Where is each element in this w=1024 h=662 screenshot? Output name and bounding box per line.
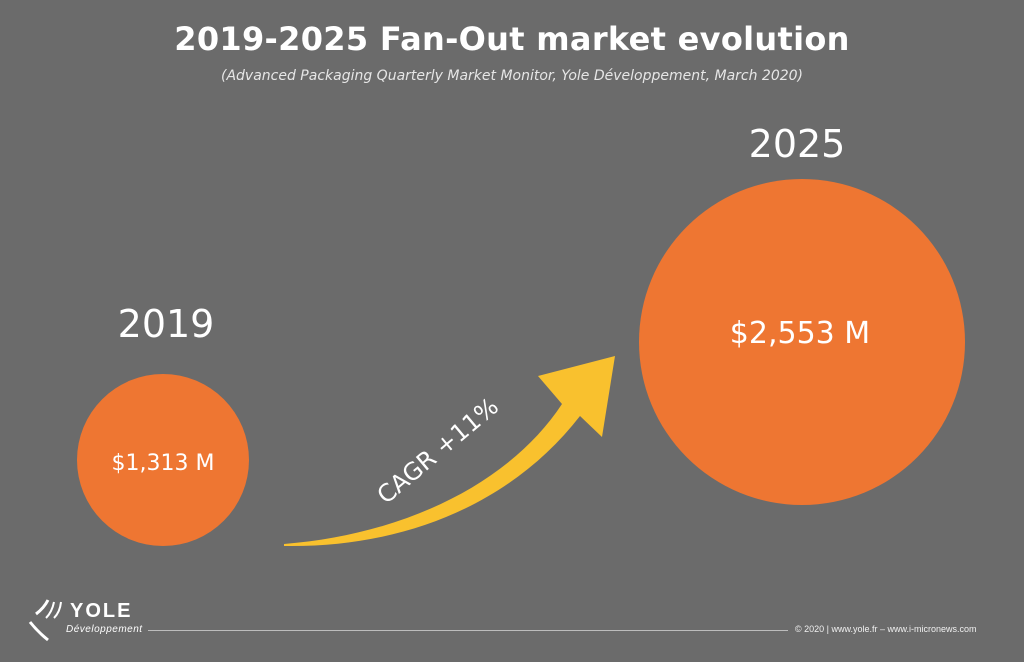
footer-copyright: © 2020 | www.yole.fr – www.i-micronews.c… (795, 624, 977, 634)
footer-divider (148, 630, 788, 631)
brand-name: YOLE (70, 600, 133, 622)
chart-subtitle: (Advanced Packaging Quarterly Market Mon… (220, 68, 804, 84)
yole-logo-icon (28, 599, 62, 642)
value-label-2019: $1,313 M (112, 451, 215, 476)
year-label-2025: 2025 (749, 122, 846, 166)
value-label-2025: $2,553 M (730, 316, 870, 351)
bubble-2025 (639, 179, 965, 505)
brand-subtitle: Développement (66, 624, 143, 635)
bubble-2019 (77, 374, 249, 546)
chart-title: 2019-2025 Fan-Out market evolution (174, 20, 850, 58)
year-label-2019: 2019 (118, 302, 215, 346)
growth-arrow (284, 356, 615, 547)
